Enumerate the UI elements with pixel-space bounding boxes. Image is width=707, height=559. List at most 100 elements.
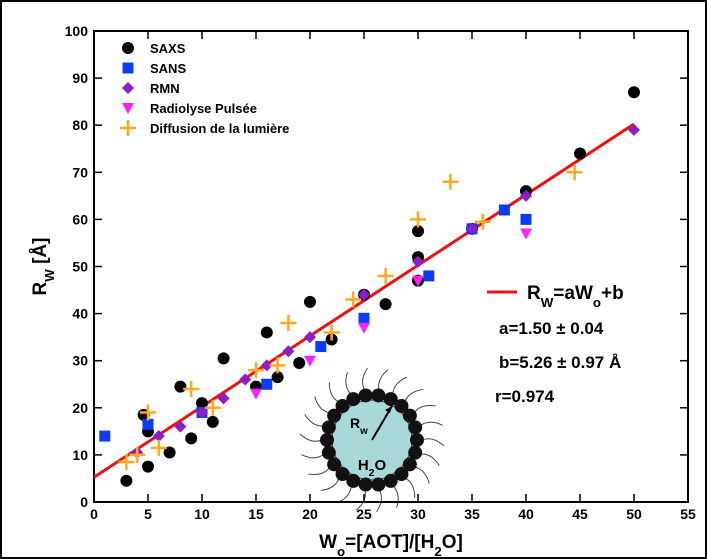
head-group	[371, 388, 386, 403]
point	[412, 225, 424, 238]
point	[377, 267, 394, 284]
point	[174, 420, 187, 433]
core-label-part: H	[358, 457, 369, 474]
head-group	[358, 388, 373, 403]
point	[122, 82, 134, 94]
point	[520, 228, 532, 240]
point	[140, 404, 156, 421]
point	[566, 164, 583, 181]
point	[206, 415, 219, 428]
legend-label: SAXS	[150, 41, 186, 56]
head-group	[321, 420, 336, 435]
y-tick-label: 50	[72, 259, 88, 275]
point	[217, 352, 230, 365]
y-tick-label: 20	[72, 400, 88, 416]
point	[260, 359, 273, 372]
x-axis-label-part: 2	[434, 544, 441, 559]
point	[280, 315, 297, 332]
point	[99, 430, 111, 442]
point	[250, 388, 262, 400]
point	[628, 123, 640, 136]
point	[142, 418, 154, 430]
point	[466, 222, 478, 235]
point	[217, 392, 230, 405]
y-tick-label: 80	[72, 117, 88, 133]
radius-label-part: R	[350, 415, 360, 431]
point	[183, 380, 200, 397]
point	[412, 255, 424, 268]
x-axis-label: Wo=[AOT]/[H2O]	[319, 532, 463, 559]
radius-label-part: w	[359, 426, 368, 437]
point	[358, 322, 370, 334]
x-tick-label: 55	[680, 506, 696, 522]
fit-label-part: W	[541, 295, 554, 310]
inset-diagram: Rw H2O	[299, 367, 445, 513]
x-tick-label: 10	[194, 506, 210, 522]
point	[196, 397, 208, 410]
point	[304, 355, 316, 367]
head-group	[408, 445, 423, 460]
point	[358, 288, 370, 301]
point	[282, 345, 295, 358]
y-tick-label: 70	[72, 164, 88, 180]
legend-label: Diffusion de la lumière	[150, 121, 289, 136]
annotation: a=1.50 ± 0.04	[499, 319, 604, 338]
core-label-part: O	[375, 457, 387, 474]
fit-label-part: R	[527, 283, 541, 304]
point	[498, 204, 510, 216]
fit-label-part: =aW	[553, 283, 593, 304]
point	[142, 460, 154, 473]
x-tick-label: 35	[464, 506, 480, 522]
head-group	[383, 473, 398, 488]
head-group	[346, 392, 361, 407]
point	[120, 120, 136, 136]
point	[574, 147, 586, 160]
head-group	[327, 457, 342, 472]
point	[204, 399, 221, 416]
point	[304, 331, 316, 344]
y-axis-label-part: W	[42, 269, 57, 282]
head-group	[410, 433, 424, 447]
point	[379, 298, 392, 311]
y-tick-label: 30	[72, 353, 88, 369]
head-group	[346, 473, 361, 488]
fit-label: RW=aWo+b	[527, 283, 624, 310]
y-tick-label: 40	[72, 306, 88, 322]
x-tick-label: 20	[302, 506, 318, 522]
point	[412, 275, 424, 287]
fit-label-part: +b	[601, 283, 624, 304]
point	[248, 362, 264, 379]
core-label-part: 2	[369, 467, 375, 479]
point	[304, 295, 316, 308]
point	[163, 446, 176, 459]
head-group	[394, 398, 409, 413]
head-group	[358, 477, 373, 492]
point	[150, 439, 167, 456]
point	[122, 103, 134, 114]
point	[474, 213, 491, 230]
point	[261, 378, 273, 390]
point	[358, 312, 370, 324]
head-group	[371, 477, 386, 492]
y-tick-label: 0	[80, 494, 88, 510]
head-group	[321, 445, 336, 460]
radius-label: Rw	[350, 415, 368, 437]
point	[442, 173, 459, 190]
point	[239, 373, 252, 386]
point	[118, 453, 135, 470]
legend-label: Radiolyse Pulsée	[150, 101, 257, 116]
x-tick-label: 0	[90, 506, 98, 522]
y-tick-label: 90	[72, 70, 88, 86]
x-axis-label-part: =[AOT]/[H	[345, 532, 434, 553]
point	[196, 406, 208, 419]
legend-label: SANS	[150, 61, 186, 76]
head-group	[408, 420, 423, 435]
annotation: b=5.26 ± 0.97 Å	[499, 353, 621, 372]
radius-arrowhead	[385, 406, 392, 413]
point	[345, 291, 362, 308]
point	[410, 211, 426, 228]
point	[423, 270, 435, 282]
legend-label: RMN	[150, 81, 180, 96]
y-tick-label: 60	[72, 211, 88, 227]
